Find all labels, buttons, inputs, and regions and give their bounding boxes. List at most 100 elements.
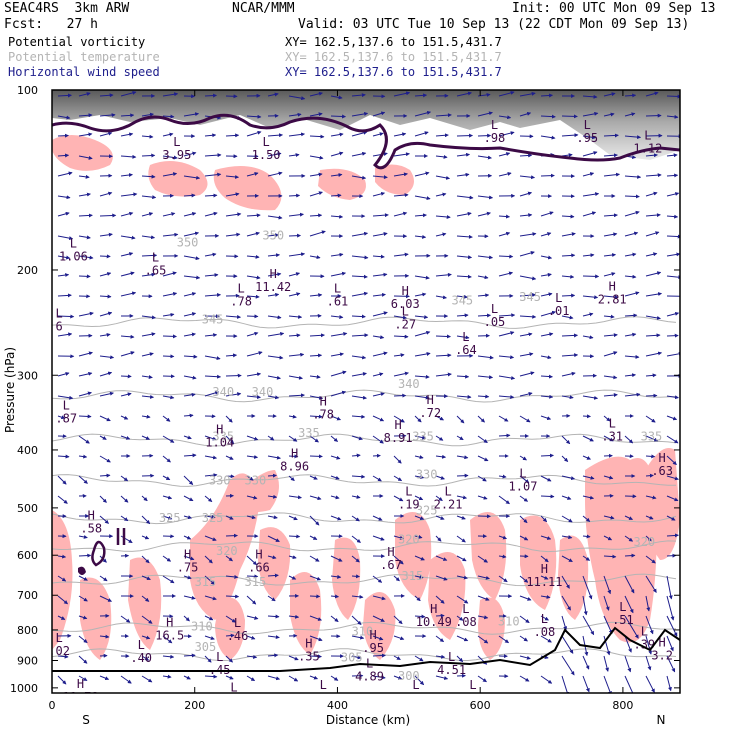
wind-vector: [561, 153, 573, 158]
wind-vector: [183, 211, 197, 217]
wind-vector: [540, 135, 556, 140]
wind-vector: [141, 655, 150, 661]
wind-vector: [225, 515, 234, 520]
wind-vector: [309, 414, 323, 419]
contour-label: 340: [212, 385, 234, 399]
extremum-value: 8.91: [384, 431, 413, 445]
wind-vector: [183, 375, 197, 380]
wind-vector: [351, 175, 367, 180]
wind-vector: [267, 355, 284, 360]
wind-vector: [435, 334, 451, 339]
wind-vector: [666, 455, 677, 466]
wind-vector: [351, 130, 368, 137]
wind-vector: [309, 495, 322, 501]
wind-vector: [393, 91, 411, 97]
wind-vector: [225, 633, 235, 638]
wind-vector: [183, 112, 200, 117]
wind-vector: [309, 230, 326, 237]
wind-vector: [99, 595, 113, 602]
wind-vector: [372, 111, 386, 117]
wind-vector: [267, 494, 278, 499]
extremum-value: .87: [55, 412, 77, 426]
wind-vector: [183, 292, 197, 297]
wind-vector: [372, 335, 385, 340]
wind-vector: [267, 375, 281, 380]
wind-vector: [204, 133, 217, 138]
wind-vector: [225, 314, 242, 319]
wind-vector: [204, 172, 222, 177]
wind-vector: [351, 655, 362, 660]
wind-vector: [267, 215, 283, 220]
wind-vector: [57, 454, 70, 459]
wind-vector: [267, 171, 283, 177]
wind-vector: [519, 191, 533, 197]
wind-vector: [498, 331, 515, 337]
extremum-marker: L: [70, 237, 77, 251]
wind-vector: [477, 313, 492, 318]
wind-vector: [162, 172, 178, 177]
wind-vector: [351, 255, 369, 260]
wind-vector: [603, 172, 621, 177]
wind-vector: [225, 392, 242, 397]
wind-vector: [540, 355, 552, 360]
wind-vector: [204, 455, 218, 460]
wind-vector: [141, 495, 148, 502]
wind-vector: [498, 313, 516, 318]
wind-vector: [561, 455, 569, 462]
wind-vector: [603, 232, 618, 237]
wind-vector: [225, 555, 233, 562]
wind-vector: [372, 132, 384, 137]
wind-vector: [624, 274, 637, 279]
wind-vector: [162, 395, 175, 400]
wind-vector: [477, 394, 490, 399]
field-label: Potential temperature: [8, 50, 160, 64]
wind-vector: [57, 675, 67, 685]
wind-vector: [456, 152, 471, 157]
wind-vector: [435, 133, 449, 138]
wind-vector: [246, 372, 262, 377]
wind-vector: [267, 133, 284, 138]
wind-vector: [645, 173, 662, 178]
wind-vector: [435, 435, 444, 441]
wind-vector: [393, 475, 403, 482]
wind-vector: [351, 515, 360, 522]
wind-vector: [645, 393, 658, 398]
extremum-marker: L: [555, 291, 562, 305]
wind-vector: [624, 252, 637, 257]
wind-vector: [141, 375, 153, 379]
contour-label: 310: [191, 620, 213, 634]
wind-vector: [288, 475, 295, 482]
theta-contour: [52, 389, 677, 403]
wind-vector: [540, 555, 549, 563]
wind-vector: [183, 175, 201, 180]
contour-label: 305: [341, 651, 363, 665]
wind-vector: [498, 271, 514, 277]
wind-vector: [519, 575, 529, 583]
wind-vector: [540, 453, 554, 458]
wind-vector: [372, 575, 383, 583]
wind-vector: [393, 393, 407, 398]
wind-vector: [183, 193, 196, 198]
wind-vector: [183, 312, 197, 317]
wind-vector: [330, 271, 347, 277]
wind-vector: [330, 331, 348, 337]
wind-vector: [78, 132, 93, 137]
wind-vector: [456, 195, 474, 200]
wind-vector: [372, 292, 386, 297]
wind-vector: [645, 315, 661, 320]
wind-vector: [78, 351, 93, 357]
wind-vector: [267, 292, 280, 297]
wind-vector: [393, 334, 409, 339]
extremum-value: 1.12: [633, 142, 662, 156]
wind-vector: [372, 232, 388, 237]
extremum-value: 11.11: [526, 575, 562, 589]
wind-vector: [561, 495, 572, 500]
wind-vector: [288, 352, 305, 357]
wind-vector: [99, 675, 110, 681]
wind-vector: [351, 314, 366, 319]
wind-vector: [288, 212, 304, 217]
wind-vector: [519, 292, 537, 297]
wind-vector: [78, 553, 92, 558]
wind-vector: [351, 494, 361, 499]
wind-vector: [666, 395, 679, 400]
